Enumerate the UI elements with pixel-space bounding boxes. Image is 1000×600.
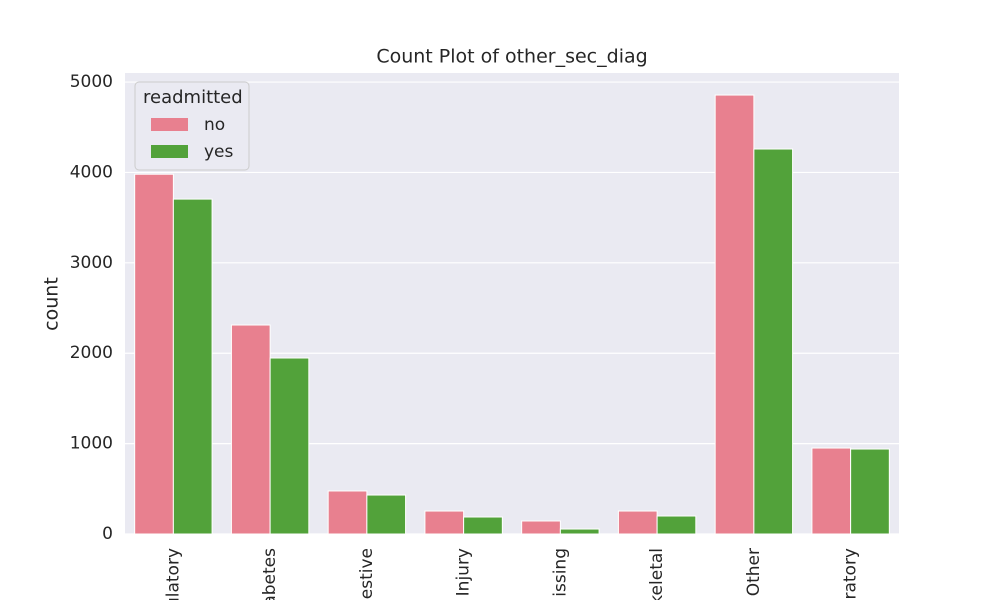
bar <box>753 148 794 535</box>
legend-swatch <box>151 145 188 158</box>
y-tick-label: 2000 <box>70 343 113 363</box>
bar <box>424 510 465 535</box>
bar <box>714 94 755 535</box>
legend-title: readmitted <box>143 87 243 108</box>
x-tick-label: ulatory <box>163 548 183 600</box>
legend-swatch <box>151 118 188 131</box>
bar <box>559 528 600 535</box>
bar <box>850 448 890 535</box>
x-tick-label: ratory <box>841 548 861 600</box>
bar <box>656 515 697 535</box>
bar <box>366 494 407 535</box>
y-axis-label: count <box>41 277 63 331</box>
bar <box>521 520 561 535</box>
x-tick-label: Other <box>744 548 764 596</box>
bars <box>134 94 890 535</box>
bar <box>172 198 213 535</box>
y-tick-label: 0 <box>102 524 113 544</box>
legend: readmitted no yes <box>134 81 250 171</box>
x-tick-label: Injury <box>454 548 474 596</box>
y-tick-label: 3000 <box>70 253 113 273</box>
y-tick-label: 4000 <box>70 162 113 182</box>
x-tick-label: abetes <box>260 548 280 600</box>
y-tick-label: 5000 <box>70 72 113 92</box>
bar <box>327 490 368 535</box>
x-tick-label: estive <box>357 548 377 599</box>
bar <box>134 173 174 535</box>
chart-title: Count Plot of other_sec_diag <box>376 46 647 68</box>
bar <box>463 516 503 535</box>
x-tick-label: issing <box>550 548 570 597</box>
bar <box>230 324 271 535</box>
bar <box>269 357 310 535</box>
bar <box>617 510 658 535</box>
x-tick-label: keletal <box>647 548 667 600</box>
legend-label: no <box>204 115 225 135</box>
bar <box>811 447 852 535</box>
y-tick-label: 1000 <box>70 434 113 454</box>
legend-label: yes <box>204 142 234 162</box>
